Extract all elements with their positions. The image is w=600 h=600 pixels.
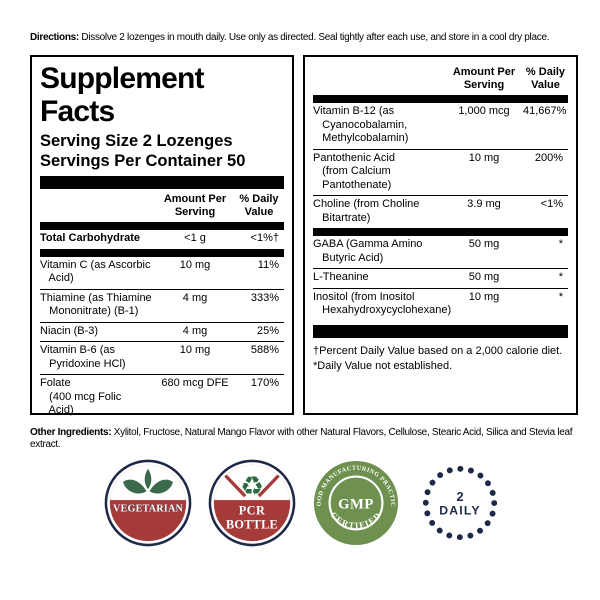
table-row: Pantothenic Acid (from Calcium Pantothen… xyxy=(313,148,568,196)
divider-medium xyxy=(40,222,284,230)
nutrient-amount: 10 mg xyxy=(468,290,500,303)
table-row: Vitamin C (as Ascorbic Acid) 10 mg 11% xyxy=(40,257,284,289)
servings-per-container: Servings Per Container 50 xyxy=(40,152,246,170)
nutrient-daily-value: 11% xyxy=(257,258,279,271)
pcr-bottle-badge: ♻ PCR BOTTLE xyxy=(208,459,296,547)
nutrient-name: Choline (from Choline Bitartrate) xyxy=(313,198,420,224)
pcr-label-line2: BOTTLE xyxy=(226,517,278,531)
footnote-daily-value: †Percent Daily Value based on a 2,000 ca… xyxy=(313,344,563,357)
nutrient-amount: 1,000 mcg xyxy=(458,105,510,117)
col-header-daily-value: % Daily Value xyxy=(525,66,566,91)
slash-lines xyxy=(220,470,284,498)
table-row: Vitamin B-6 (as Pyridoxine HCl) 10 mg 58… xyxy=(40,341,284,374)
nutrient-daily-value: 41,667% xyxy=(523,105,567,117)
nutrient-rows-carb: Total Carbohydrate <1 g <1%† xyxy=(40,230,284,249)
nutrient-amount: 10 mg xyxy=(468,151,500,164)
dotted-circle-icon xyxy=(422,465,498,541)
serving-size: Serving Size 2 Lozenges xyxy=(40,132,233,150)
table-row: GABA (Gamma Amino Butyric Acid) 50 mg * xyxy=(313,236,568,268)
nutrient-rows-right-b: GABA (Gamma Amino Butyric Acid) 50 mg * … xyxy=(313,236,568,321)
nutrient-name: Vitamin B-6 (as Pyridoxine HCl) xyxy=(40,344,126,370)
nutrient-amount: 50 mg xyxy=(468,271,500,283)
supplement-facts-panel-left: Supplement Facts Serving Size 2 Lozenges… xyxy=(30,55,294,416)
table-row: Total Carbohydrate <1 g <1%† xyxy=(40,230,284,249)
table-row: Folate (400 mcg Folic Acid) 680 mcg DFE … xyxy=(40,374,284,421)
nutrient-daily-value: <1%† xyxy=(250,232,279,244)
divider-medium xyxy=(313,228,568,236)
pcr-label-line1: PCR xyxy=(239,504,266,518)
certification-badges: VEGETARIAN ♻ PCR BOTTLE GOOD MANUFACTURI… xyxy=(104,459,504,547)
nutrient-name: Vitamin C (as Ascorbic Acid) xyxy=(40,258,151,285)
divider-medium xyxy=(313,95,568,103)
nutrient-amount: 10 mg xyxy=(179,344,211,356)
nutrient-name: Thiamine (as Thiamine Mononitrate) (B-1) xyxy=(40,291,152,318)
nutrient-amount: <1 g xyxy=(184,232,206,244)
daily-label: DAILY xyxy=(439,504,480,518)
nutrient-daily-value: 170% xyxy=(250,377,279,389)
nutrient-name: Total Carbohydrate xyxy=(40,232,141,244)
nutrient-name: Inositol (from Inositol Hexahydroxycyclo… xyxy=(313,290,452,317)
two-daily-badge: 2 DAILY xyxy=(422,465,498,541)
directions-body: Dissolve 2 lozenges in mouth daily. Use … xyxy=(78,32,550,43)
nutrient-daily-value: <1% xyxy=(540,198,563,210)
daily-count: 2 xyxy=(456,489,463,504)
gmp-center-label: GMP xyxy=(338,496,374,512)
nutrient-daily-value: 333% xyxy=(250,291,279,304)
nutrient-amount: 4 mg xyxy=(182,291,208,304)
supplement-facts-title: Supplement Facts xyxy=(40,62,204,128)
nutrient-name: L-Theanine xyxy=(313,271,369,283)
footnotes: †Percent Daily Value based on a 2,000 ca… xyxy=(313,344,568,374)
col-header-amount: Amount Per Serving xyxy=(452,66,516,91)
column-headers: Amount Per Serving % Daily Value xyxy=(313,62,568,95)
footnote-not-established: *Daily Value not established. xyxy=(313,359,453,372)
table-row: L-Theanine 50 mg * xyxy=(313,268,568,288)
nutrient-daily-value: 25% xyxy=(256,324,279,337)
nutrient-rows-right-a: Vitamin B-12 (as Cyanocobalamin, Methylc… xyxy=(313,103,568,228)
directions-text: Directions: Dissolve 2 lozenges in mouth… xyxy=(30,32,582,44)
divider-medium xyxy=(40,248,284,257)
vegetarian-badge: VEGETARIAN xyxy=(104,459,192,547)
table-row: Thiamine (as Thiamine Mononitrate) (B-1)… xyxy=(40,288,284,322)
nutrient-name: GABA (Gamma Amino Butyric Acid) xyxy=(313,238,423,264)
nutrient-daily-value: 200% xyxy=(534,151,563,164)
vegetarian-label: VEGETARIAN xyxy=(113,503,184,514)
table-row: Niacin (B-3) 4 mg 25% xyxy=(40,321,284,342)
recycle-icon: ♻ xyxy=(240,471,264,502)
nutrient-rows-left: Vitamin C (as Ascorbic Acid) 10 mg 11% T… xyxy=(40,257,284,421)
nutrient-amount: 680 mcg DFE xyxy=(161,377,229,389)
nutrient-name: Folate (400 mcg Folic Acid) xyxy=(40,377,122,416)
gmp-certified-badge: GOOD MANUFACTURING PRACTICE CERTIFIED GM… xyxy=(312,459,399,546)
nutrient-name: Vitamin B-12 (as Cyanocobalamin, Methylc… xyxy=(313,105,409,144)
nutrient-name: Pantothenic Acid (from Calcium Pantothen… xyxy=(313,151,395,191)
other-ingredients-label: Other Ingredients: xyxy=(30,427,112,438)
leaf-icon xyxy=(123,468,173,494)
divider-thick xyxy=(40,176,284,189)
nutrient-daily-value: * xyxy=(558,271,563,283)
table-row: Inositol (from Inositol Hexahydroxycyclo… xyxy=(313,287,568,321)
table-row: Vitamin B-12 (as Cyanocobalamin, Methylc… xyxy=(313,103,568,149)
nutrient-name: Niacin (B-3) xyxy=(40,324,99,337)
other-ingredients-body: Xylitol, Fructose, Natural Mango Flavor … xyxy=(30,427,573,450)
table-row: Choline (from Choline Bitartrate) 3.9 mg… xyxy=(313,195,568,228)
nutrient-daily-value: * xyxy=(558,238,563,250)
nutrient-daily-value: 588% xyxy=(250,344,279,356)
column-headers: Amount Per Serving % Daily Value xyxy=(40,189,284,222)
nutrient-daily-value: * xyxy=(558,290,563,303)
supplement-facts-panel-right: Amount Per Serving % Daily Value Vitamin… xyxy=(303,55,578,415)
other-ingredients-text: Other Ingredients: Xylitol, Fructose, Na… xyxy=(30,427,586,451)
nutrient-amount: 50 mg xyxy=(468,238,500,250)
nutrient-amount: 10 mg xyxy=(179,258,211,271)
divider-thick xyxy=(313,324,568,338)
col-header-daily-value: % Daily Value xyxy=(239,193,279,218)
nutrient-amount: 3.9 mg xyxy=(467,198,501,210)
directions-label: Directions: xyxy=(30,32,79,43)
nutrient-amount: 4 mg xyxy=(182,324,208,337)
col-header-amount: Amount Per Serving xyxy=(163,193,227,218)
